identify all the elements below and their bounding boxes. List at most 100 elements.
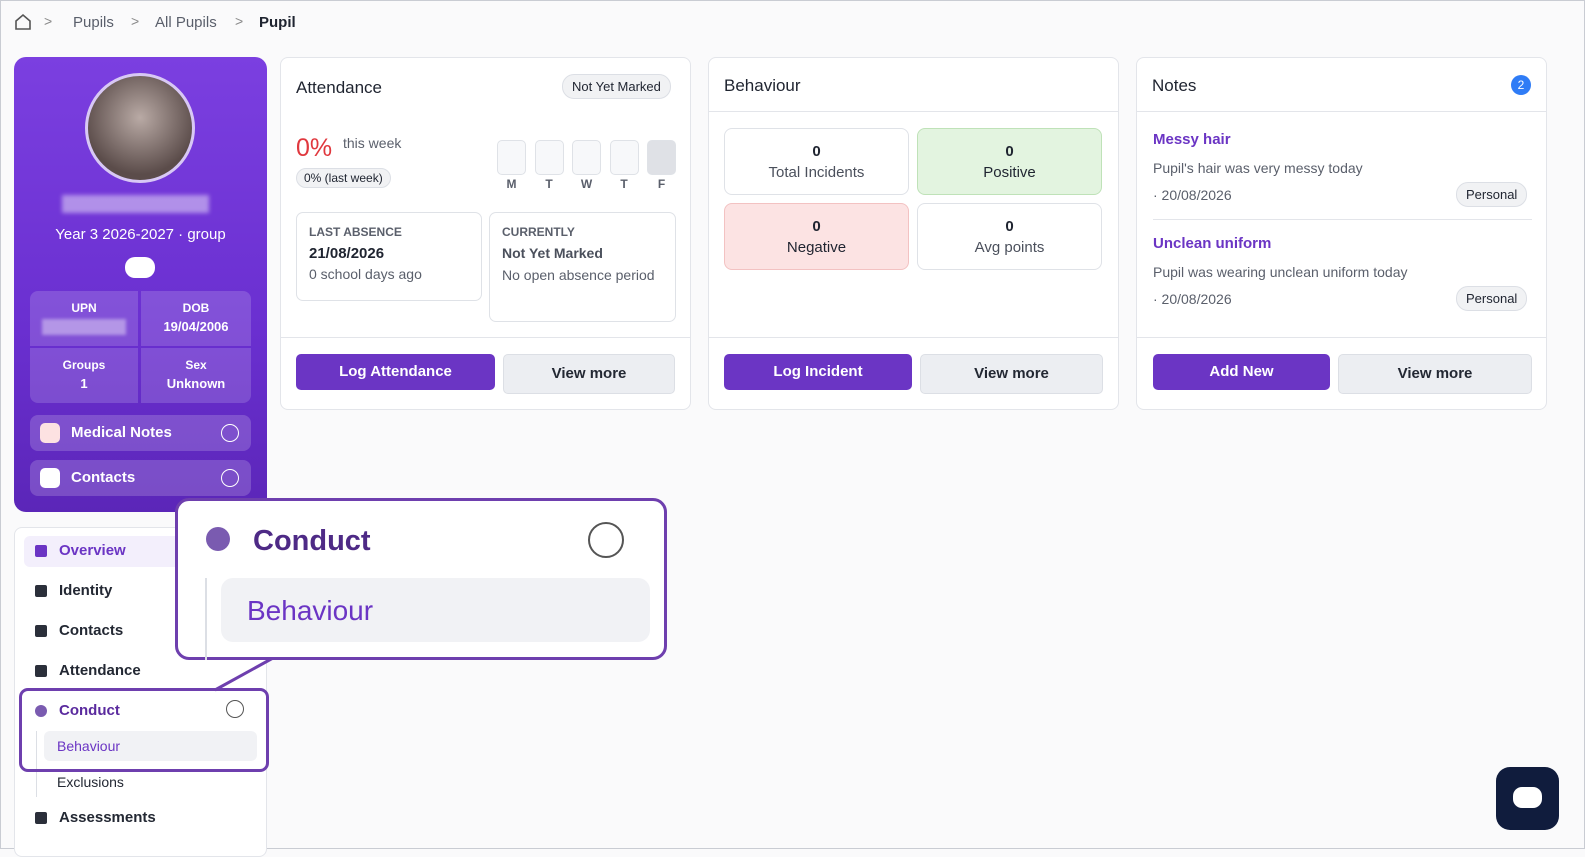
info-value: 21/08/2026	[309, 245, 385, 262]
nav-item[interactable]: Identity	[35, 582, 113, 599]
icon	[35, 812, 47, 824]
icon	[40, 423, 60, 443]
icon	[40, 468, 60, 488]
card-title: Notes	[1152, 76, 1197, 95]
stat-value: 0	[1005, 218, 1014, 235]
stat-value: 0	[812, 218, 821, 235]
card-title: Attendance	[296, 78, 383, 97]
note-date: · 20/08/2026	[1153, 187, 1232, 203]
stat-label: Avg points	[974, 239, 1045, 256]
nav-item[interactable]: Overview	[35, 542, 126, 559]
note-date: · 20/08/2026	[1153, 291, 1232, 307]
stat-value: 0	[1005, 143, 1014, 160]
field-label: Sex	[185, 358, 207, 372]
subnav-item[interactable]: Behaviour	[57, 738, 121, 754]
note-tag: Personal	[1456, 182, 1528, 207]
zoom-callout: Conduct Behaviour	[175, 498, 667, 660]
info-box: LAST ABSENCE 21/08/2026 0 school days ag…	[296, 212, 482, 301]
accordion-label: Medical Notes	[71, 424, 172, 441]
divider	[1137, 337, 1546, 338]
stat-value: 0	[812, 143, 821, 160]
accordion[interactable]: Contacts	[30, 460, 251, 496]
stat: 0 Negative	[724, 203, 909, 270]
chat-button[interactable]	[1496, 767, 1559, 830]
tree-line	[36, 731, 37, 797]
chevron	[221, 469, 239, 487]
nav-label: Assessments	[59, 809, 156, 826]
card-title: Behaviour	[724, 76, 801, 95]
field: UPN	[30, 291, 138, 346]
breadcrumb-link[interactable]: All Pupils	[155, 14, 217, 31]
note-text: Pupil's hair was very messy today	[1153, 160, 1363, 176]
day-label: F	[657, 177, 666, 191]
attendance-card: Attendance Not Yet Marked 0% this week 0…	[280, 57, 691, 410]
nav-item[interactable]: Contacts	[35, 622, 123, 639]
day-box	[609, 140, 639, 175]
separator: >	[235, 13, 244, 29]
chevron	[588, 522, 624, 558]
button[interactable]: Log Attendance	[296, 354, 495, 390]
callout-item-bg	[221, 578, 650, 642]
tree-line	[205, 578, 207, 660]
button[interactable]: Log Incident	[724, 354, 912, 390]
nav-item[interactable]: Conduct	[35, 702, 120, 719]
field-value: 1	[80, 376, 88, 391]
separator: >	[44, 13, 53, 29]
breadcrumb-link[interactable]: Pupils	[73, 14, 114, 31]
divider	[709, 337, 1118, 338]
accordion[interactable]: Medical Notes	[30, 415, 251, 451]
last-week: 0% (last week)	[296, 168, 391, 188]
name-redacted	[62, 195, 209, 213]
count-badge: 2	[1511, 75, 1531, 95]
field-value: Unknown	[166, 376, 226, 391]
divider	[709, 111, 1118, 112]
day-label: W	[580, 177, 593, 191]
stat: 0 Positive	[917, 128, 1102, 195]
button[interactable]: Add New	[1153, 354, 1330, 390]
note-title[interactable]: Messy hair	[1153, 131, 1231, 148]
note-tag: Personal	[1456, 286, 1528, 311]
icon	[35, 585, 47, 597]
info-detail: 0 school days ago	[309, 266, 422, 282]
class-label: Year 3 2026-2027 · group	[55, 226, 226, 243]
notes-card: Notes 2 Messy hair Pupil's hair was very…	[1136, 57, 1547, 410]
icon	[35, 545, 47, 557]
chevron	[221, 424, 239, 442]
button[interactable]: View more	[503, 354, 675, 394]
divider	[1153, 219, 1532, 220]
nav-label: Identity	[59, 582, 113, 599]
info-box: CURRENTLY Not Yet Marked No open absence…	[489, 212, 676, 322]
stat: 0 Total Incidents	[724, 128, 909, 195]
stat-label: Total Incidents	[768, 164, 865, 181]
day-box	[497, 140, 526, 175]
subnav-active-bg	[44, 731, 257, 761]
field: Sex Unknown	[141, 348, 251, 403]
nav-label: Attendance	[59, 662, 141, 679]
callout-section: Conduct	[253, 525, 371, 557]
nav-item[interactable]: Assessments	[35, 809, 156, 826]
button[interactable]: View more	[920, 354, 1103, 394]
info-label: CURRENTLY	[502, 225, 575, 239]
subnav-item[interactable]: Exclusions	[57, 774, 124, 790]
button[interactable]: View more	[1338, 354, 1532, 394]
caption: this week	[343, 135, 402, 151]
field: DOB 19/04/2006	[141, 291, 251, 346]
field-label: UPN	[71, 301, 97, 315]
day-label: T	[620, 177, 628, 191]
field-label: Groups	[62, 358, 106, 372]
note-title[interactable]: Unclean uniform	[1153, 235, 1272, 252]
breadcrumb-current: Pupil	[259, 14, 296, 31]
separator: >	[131, 13, 140, 29]
behaviour-card: Behaviour 0 Total Incidents 0 Positive 0 Ne…	[708, 57, 1119, 410]
highlight-box	[19, 688, 269, 772]
info-label: LAST ABSENCE	[309, 225, 402, 239]
nav-item[interactable]: Attendance	[35, 662, 141, 679]
attendance-percent: 0%	[296, 134, 333, 162]
divider	[1137, 111, 1546, 112]
field-label: DOB	[182, 301, 210, 315]
collapse-button[interactable]	[226, 700, 244, 718]
field: Groups 1	[30, 348, 138, 403]
home-icon[interactable]	[13, 12, 33, 32]
avatar	[85, 73, 195, 183]
